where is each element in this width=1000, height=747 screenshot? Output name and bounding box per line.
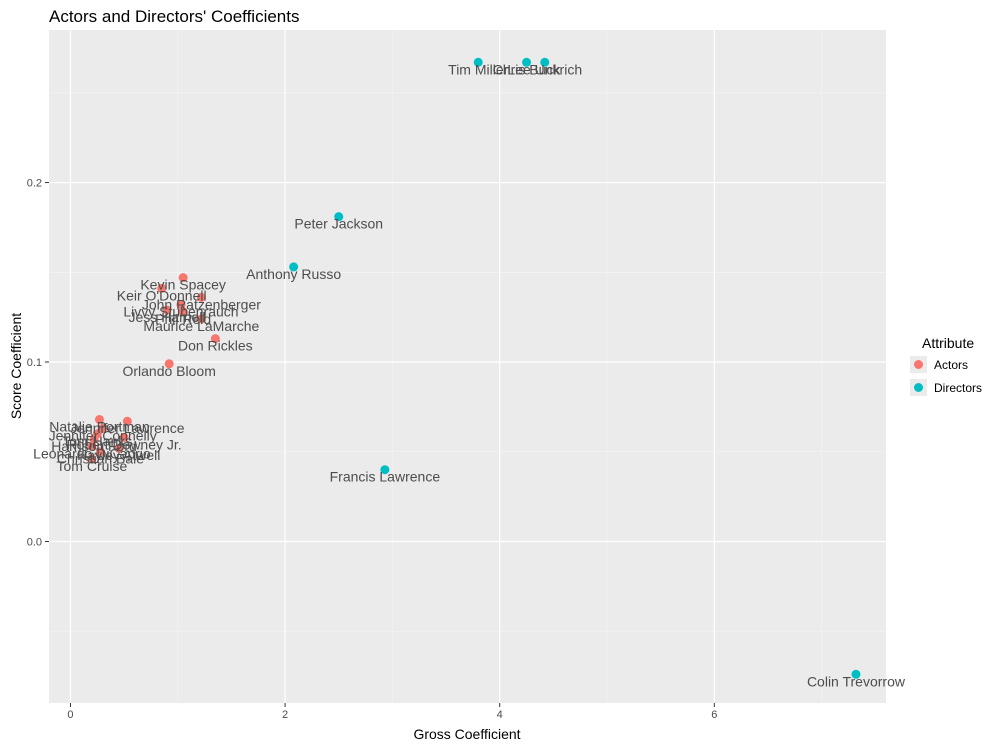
point-label: Francis Lawrence (330, 469, 441, 485)
x-axis-title: Gross Coefficient (413, 726, 520, 742)
point-label: Tom Cruise (57, 458, 128, 474)
data-point (164, 359, 174, 369)
data-point (89, 434, 99, 444)
major-gridlines (49, 30, 886, 703)
data-point (87, 454, 97, 464)
data-point (196, 292, 206, 302)
legend-label-actors: Actors (934, 358, 968, 372)
axis-ticks (45, 182, 715, 707)
data-point (114, 443, 124, 453)
data-point (522, 57, 532, 67)
data-point (176, 300, 186, 310)
data-point (87, 441, 97, 451)
data-point (334, 212, 344, 222)
legend-key-actors (914, 360, 923, 369)
point-label: Tom Hanks (62, 433, 132, 449)
plot-panel (49, 30, 886, 703)
point-label: Anthony Russo (246, 266, 341, 282)
y-tick-label: 0.2 (27, 178, 42, 190)
point-label: Orlando Bloom (122, 363, 215, 379)
data-point (119, 432, 129, 442)
data-point (540, 57, 550, 67)
point-label: Don Rickles (178, 338, 253, 354)
minor-gridlines (49, 30, 886, 703)
point-label: Tim Miller (448, 61, 508, 77)
y-tick-label: 0.0 (27, 536, 42, 548)
point-label: Robert Downey Jr. (67, 436, 182, 452)
x-tick-label: 4 (497, 709, 503, 721)
data-point (94, 414, 104, 424)
data-point (210, 334, 220, 344)
data-point (473, 57, 483, 67)
data-points (87, 57, 861, 679)
data-point (96, 447, 106, 457)
point-label: John Ratzenberger (142, 296, 261, 312)
point-label: Kevin Spacey (140, 277, 226, 293)
x-tick-label: 2 (282, 709, 288, 721)
point-label: Keir O'Donnell (117, 287, 207, 303)
data-point (196, 314, 206, 324)
point-label: Jennifer Connelly (49, 427, 157, 443)
point-label: Leonardo DiCaprio (33, 445, 151, 461)
point-label: Harrison Ford (51, 438, 137, 454)
data-point (162, 305, 172, 315)
point-label: Natalie Portman (49, 418, 149, 434)
data-point (122, 416, 132, 426)
data-point (380, 465, 390, 475)
x-tick-label: 6 (711, 709, 717, 721)
point-label: Phil Reid (155, 311, 211, 327)
data-point (178, 307, 188, 317)
legend: Attribute Actors Directors (910, 335, 982, 396)
y-axis-title: Score Coefficient (8, 313, 24, 419)
data-point (851, 669, 861, 679)
point-label: Livvy Stubenrauch (123, 304, 238, 320)
legend-title: Attribute (922, 335, 974, 351)
point-label: Chris Buck (493, 61, 562, 77)
point-label: Hayley Atwell (77, 447, 160, 463)
data-point (178, 273, 188, 283)
data-point (157, 283, 167, 293)
y-tick-label: 0.1 (27, 357, 42, 369)
legend-label-directors: Directors (934, 381, 982, 395)
x-tick-label: 0 (67, 709, 73, 721)
point-label: Jennifer Lawrence (70, 420, 185, 436)
point-label: Jess Harnell (129, 309, 206, 325)
point-label: Maurice LaMarche (143, 318, 259, 334)
chart-title: Actors and Directors' Coefficients (49, 7, 299, 26)
legend-key-directors (914, 383, 923, 392)
point-label: Peter Jackson (294, 216, 383, 232)
point-label: Christian Bale (57, 451, 144, 467)
point-label: Colin Trevorrow (807, 673, 906, 689)
axis-tick-labels: 0 2 4 6 0.0 0.1 0.2 (27, 178, 718, 721)
data-point (289, 262, 299, 272)
point-label: Lee Unkrich (507, 61, 582, 77)
